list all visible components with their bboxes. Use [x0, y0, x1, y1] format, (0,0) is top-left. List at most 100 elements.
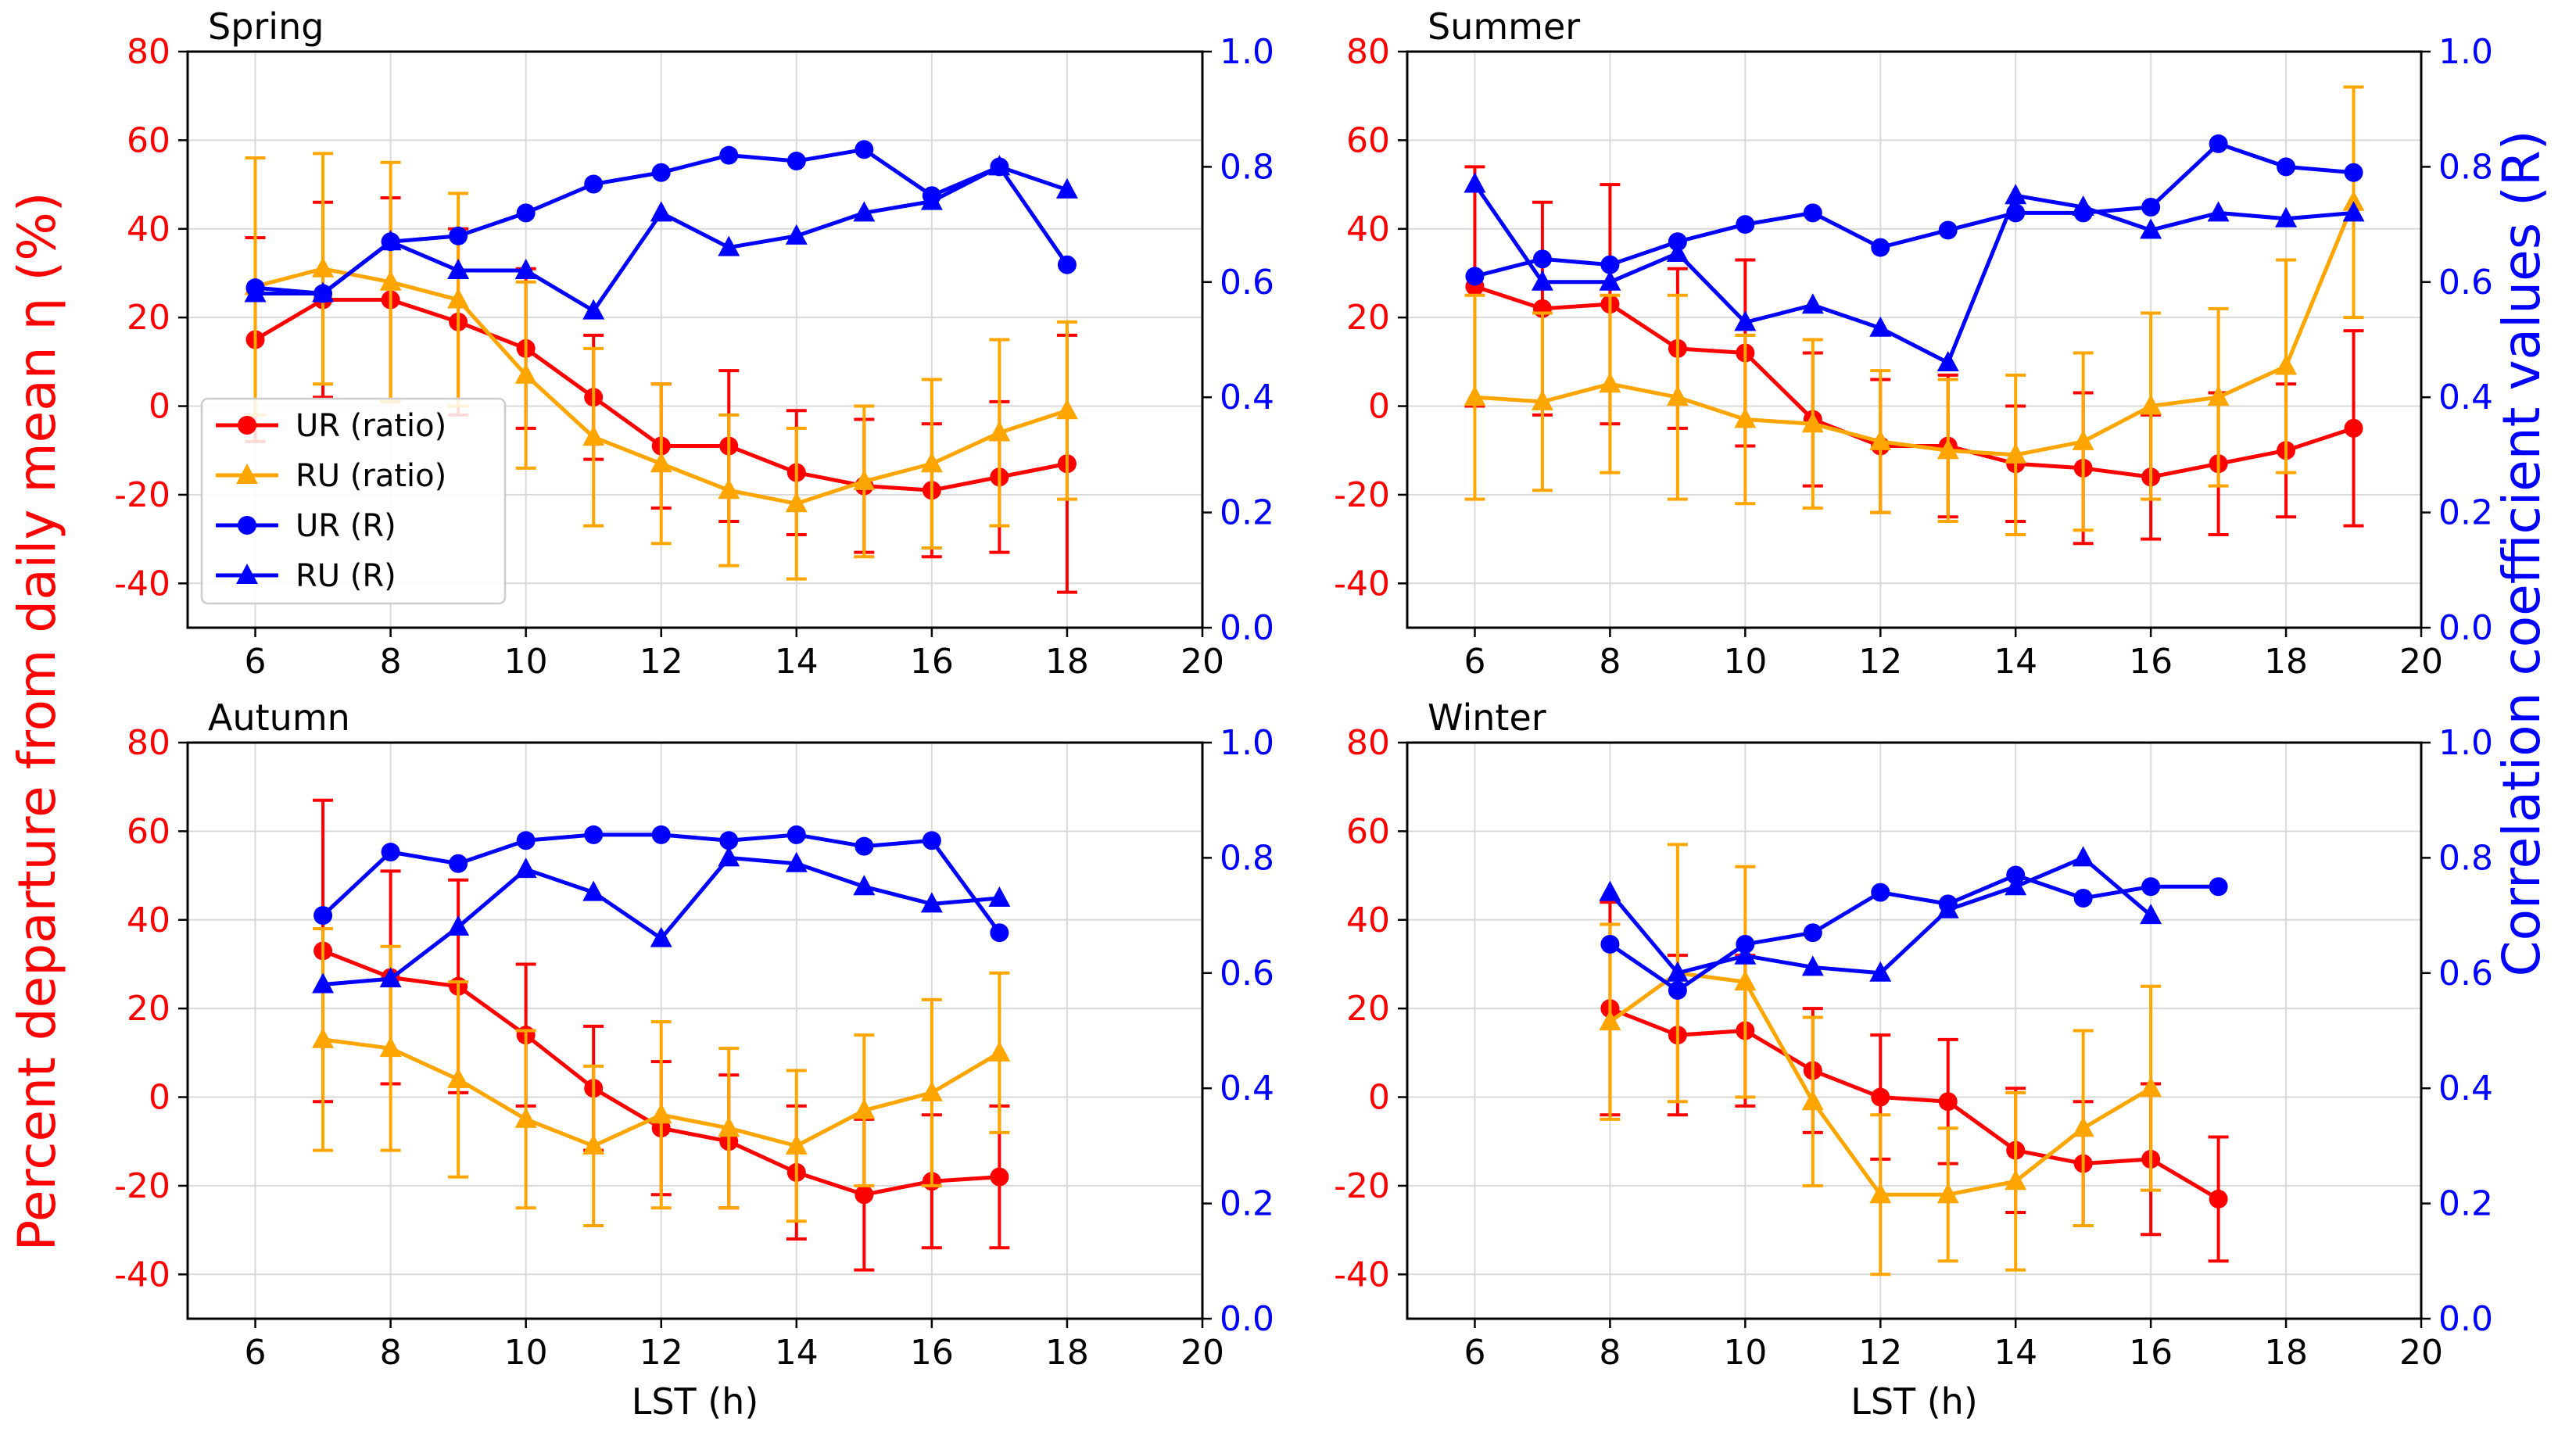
data-point: [1801, 1090, 1824, 1111]
data-point: [379, 230, 402, 251]
y2-tick-label: 0.8: [1220, 838, 1274, 878]
data-point: [988, 1040, 1011, 1062]
panel-winter: 6 8 10 12 14 16 18 20 -40 -20 0 20 40 60 80 0.0 0.2 0.4 0.…: [1334, 696, 2493, 1423]
y-tick-label: 60: [127, 120, 170, 160]
x-tick-label: 18: [2264, 642, 2308, 682]
x-axis-label: LST (h): [1850, 1380, 1978, 1423]
data-point: [447, 259, 470, 280]
data-point: [1668, 980, 1687, 1000]
data-point: [719, 831, 739, 850]
data-point: [379, 1037, 402, 1058]
data-point: [920, 452, 943, 473]
x-tick-label: 16: [2129, 642, 2173, 682]
data-point: [2072, 195, 2094, 216]
data-point: [718, 478, 740, 500]
data-point: [514, 363, 537, 384]
data-point: [988, 886, 1011, 907]
series-ru-ratio: [1464, 85, 2365, 536]
data-point: [1532, 249, 1552, 269]
data-point: [2342, 190, 2365, 211]
plot-frame: [1406, 741, 2423, 1320]
data-point: [312, 256, 335, 278]
data-point: [1734, 970, 1757, 991]
data-point: [313, 906, 333, 926]
data-point: [449, 226, 468, 245]
y2-tick-label: 0.2: [1220, 493, 1274, 533]
legend-label: RU (R): [296, 558, 396, 594]
panel-spring: 6 8 10 12 14 16 18 20 -40 -20 0 20 40 60 80 0.0 0.2 0.4 0.…: [114, 5, 1274, 682]
x-tick-label: 6: [1464, 1333, 1485, 1373]
data-point: [1871, 883, 1890, 902]
panel-title: Spring: [208, 5, 324, 48]
data-point: [379, 967, 402, 988]
y-tick-label: 60: [127, 811, 170, 851]
series-ru-r: [1464, 172, 2365, 371]
data-point: [718, 846, 740, 867]
series-ur-r: [313, 825, 1009, 943]
y2-tick-label: 0.0: [2438, 608, 2493, 648]
x-tick-label: 20: [1181, 1333, 1224, 1373]
data-point: [1055, 177, 1078, 199]
x-tick-label: 12: [640, 1333, 683, 1373]
data-point: [1936, 1183, 1959, 1204]
data-point: [1531, 389, 1553, 410]
series-ru-ratio: [312, 927, 1011, 1227]
y-tick-label: 40: [127, 209, 170, 249]
data-point: [990, 1167, 1009, 1187]
data-point: [1736, 215, 1755, 235]
x-tick-label: 12: [1858, 1333, 1902, 1373]
x-tick-label: 6: [245, 1333, 267, 1373]
y-tick-label: 40: [127, 901, 170, 940]
panel-title: Summer: [1428, 5, 1580, 48]
data-point: [584, 174, 604, 194]
data-point: [1734, 407, 1757, 428]
data-point: [1734, 944, 1757, 965]
y-tick-label: -20: [114, 475, 170, 515]
data-point: [1057, 255, 1077, 274]
y-tick-label: 20: [127, 298, 170, 338]
data-point: [2140, 1076, 2162, 1097]
data-point: [650, 1103, 672, 1124]
x-tick-label: 16: [910, 1333, 954, 1373]
x-tick-label: 10: [504, 642, 548, 682]
data-point: [853, 875, 876, 896]
plot-frame: [186, 741, 1204, 1320]
data-point: [449, 854, 468, 873]
data-point: [2005, 442, 2027, 464]
x-tick-label: 20: [2399, 1333, 2443, 1373]
y-tick-label: 40: [1346, 209, 1390, 249]
data-point: [312, 281, 335, 303]
data-point: [2005, 184, 2027, 205]
data-point: [920, 1080, 943, 1101]
panel-title: Autumn: [208, 696, 350, 739]
x-tick-label: 8: [1599, 642, 1621, 682]
data-point: [381, 843, 400, 862]
data-point: [1599, 270, 1621, 291]
data-point: [1055, 399, 1078, 420]
x-tick-label: 20: [1181, 642, 1224, 682]
data-point: [2072, 1116, 2094, 1137]
y2-tick-label: 1.0: [1220, 723, 1274, 763]
data-point: [1464, 172, 1486, 193]
x-tick-label: 10: [504, 1333, 548, 1373]
data-point: [1801, 955, 1824, 976]
x-tick-label: 20: [2399, 642, 2443, 682]
data-point: [244, 281, 267, 303]
plot-frame: [1406, 50, 2423, 629]
data-point: [990, 923, 1009, 943]
y-tick-label: -20: [1334, 1166, 1390, 1206]
data-point: [2072, 846, 2094, 867]
data-point: [1938, 220, 1958, 240]
y2-tick-label: 1.0: [2438, 32, 2493, 72]
data-point: [1936, 897, 1959, 918]
data-point: [1936, 439, 1959, 460]
y-tick-label: 0: [1368, 387, 1390, 427]
legend-label: RU (ratio): [296, 458, 446, 494]
legend-box: [200, 397, 507, 605]
data-point: [1801, 293, 1824, 314]
x-tick-label: 8: [380, 1333, 402, 1373]
data-point: [1599, 372, 1621, 393]
data-point: [516, 203, 536, 223]
data-point: [786, 825, 806, 844]
panel-autumn: 6 8 10 12 14 16 18 20 -40 -20 0 20 40 60 80 0.0 0.2 0.4 0.…: [114, 696, 1274, 1423]
